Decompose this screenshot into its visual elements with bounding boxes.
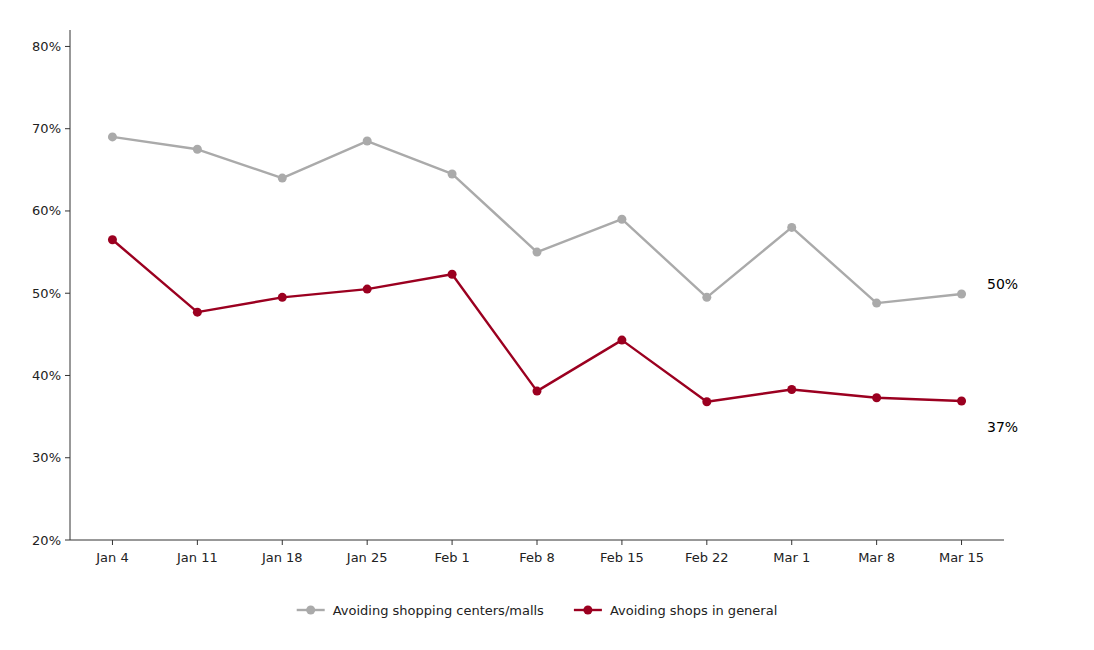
legend-item: Avoiding shopping centers/malls xyxy=(297,603,544,618)
x-tick-label: Jan 18 xyxy=(261,550,303,565)
y-tick xyxy=(65,46,70,47)
x-tick xyxy=(876,540,877,545)
y-tick-label: 40% xyxy=(32,368,61,383)
series xyxy=(108,132,966,307)
legend-label: Avoiding shops in general xyxy=(610,603,777,618)
series-point xyxy=(957,290,966,299)
series-point xyxy=(533,248,542,257)
y-tick-label: 80% xyxy=(32,39,61,54)
series-point xyxy=(617,336,626,345)
y-tick xyxy=(65,293,70,294)
x-tick xyxy=(367,540,368,545)
y-tick-label: 20% xyxy=(32,533,61,548)
x-tick-label: Mar 8 xyxy=(858,550,895,565)
series-line xyxy=(112,137,961,303)
y-tick xyxy=(65,540,70,541)
x-tick-label: Feb 22 xyxy=(685,550,729,565)
x-tick-label: Jan 4 xyxy=(95,550,128,565)
y-axis-line xyxy=(70,30,71,540)
x-tick xyxy=(621,540,622,545)
x-tick-label: Jan 25 xyxy=(346,550,388,565)
chart: 20% 30% 40% 50% 60% 70% 80% Jan 4 Jan 11 Jan 18 Ja… xyxy=(0,0,1094,650)
x-tick-label: Mar 15 xyxy=(939,550,984,565)
y-tick xyxy=(65,128,70,129)
annotation: 50% xyxy=(987,276,1018,292)
series-point xyxy=(108,132,117,141)
plot-area xyxy=(108,132,966,406)
series-point xyxy=(872,299,881,308)
series-point xyxy=(787,385,796,394)
legend-label: Avoiding shopping centers/malls xyxy=(333,603,544,618)
series-point xyxy=(533,387,542,396)
x-tick-label: Mar 1 xyxy=(773,550,810,565)
series-point xyxy=(787,223,796,232)
x-tick xyxy=(961,540,962,545)
y-tick xyxy=(65,457,70,458)
legend-marker xyxy=(583,606,592,615)
x-tick-label: Feb 15 xyxy=(600,550,644,565)
y-tick-label: 70% xyxy=(32,121,61,136)
x-tick-label: Jan 11 xyxy=(176,550,218,565)
series-point xyxy=(278,293,287,302)
x-tick xyxy=(197,540,198,545)
annotations: 50% 37% xyxy=(987,276,1018,435)
x-tick xyxy=(791,540,792,545)
series-point xyxy=(363,137,372,146)
series-point xyxy=(363,285,372,294)
x-tick xyxy=(282,540,283,545)
x-tick xyxy=(706,540,707,545)
y-tick-label: 30% xyxy=(32,450,61,465)
x-tick-label: Feb 8 xyxy=(519,550,554,565)
series-point xyxy=(448,169,457,178)
y-tick-label: 50% xyxy=(32,286,61,301)
legend-marker xyxy=(306,606,315,615)
series-line xyxy=(112,240,961,402)
x-tick-label: Feb 1 xyxy=(434,550,469,565)
series-point xyxy=(872,393,881,402)
axes: 20% 30% 40% 50% 60% 70% 80% Jan 4 Jan 11 Jan 18 Ja… xyxy=(32,30,1004,565)
series-point xyxy=(702,397,711,406)
y-tick-label: 60% xyxy=(32,203,61,218)
series-point xyxy=(278,174,287,183)
y-tick xyxy=(65,210,70,211)
series-point xyxy=(448,270,457,279)
series xyxy=(108,235,966,406)
x-tick xyxy=(112,540,113,545)
series-point xyxy=(193,145,202,154)
annotation: 37% xyxy=(987,419,1018,435)
series-point xyxy=(957,396,966,405)
series-point xyxy=(193,308,202,317)
series-point xyxy=(702,293,711,302)
legend: Avoiding shopping centers/malls Avoiding … xyxy=(297,603,778,618)
legend-item: Avoiding shops in general xyxy=(574,603,777,618)
x-tick xyxy=(452,540,453,545)
y-tick xyxy=(65,375,70,376)
series-point xyxy=(617,215,626,224)
series-point xyxy=(108,235,117,244)
x-tick xyxy=(537,540,538,545)
